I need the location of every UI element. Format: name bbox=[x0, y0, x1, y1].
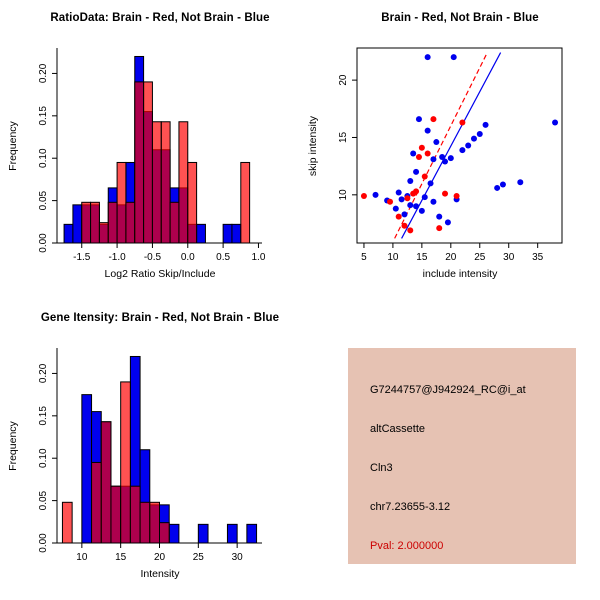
svg-text:0.15: 0.15 bbox=[38, 406, 49, 426]
svg-text:25: 25 bbox=[474, 252, 486, 263]
svg-text:0.20: 0.20 bbox=[38, 63, 49, 83]
intensity-scatter-ylabel: skip intensity bbox=[307, 115, 319, 177]
svg-text:15: 15 bbox=[416, 252, 428, 263]
svg-text:20: 20 bbox=[338, 74, 349, 86]
panel-intensity-scatter: Brain - Red, Not Brain - Blue 5 10 15 20 25 3… bbox=[300, 0, 600, 300]
svg-text:10: 10 bbox=[76, 552, 88, 563]
svg-text:10: 10 bbox=[387, 252, 399, 263]
info-gene-name: Cln3 bbox=[370, 462, 393, 474]
intensity-scatter-plot: 5 10 15 20 25 30 35 10 15 20 bbox=[300, 0, 600, 300]
svg-text:0.20: 0.20 bbox=[38, 363, 49, 383]
ratio-histogram-plot: -1.5 -1.0 -0.5 0.0 0.5 1.0 0.00 0.05 0.10 0.15 0.2… bbox=[0, 0, 300, 300]
info-pval: Pval: 2.000000 bbox=[370, 540, 444, 552]
intensity-scatter-title: Brain - Red, Not Brain - Blue bbox=[381, 12, 539, 24]
ratio-histogram-xlabel: Log2 Ratio Skip/Include bbox=[104, 268, 216, 280]
svg-text:35: 35 bbox=[532, 252, 544, 263]
info-chromosome-location: chr7.23655-3.12 bbox=[370, 501, 451, 513]
svg-text:0.10: 0.10 bbox=[38, 448, 49, 468]
svg-text:0.00: 0.00 bbox=[38, 533, 49, 553]
svg-text:0.5: 0.5 bbox=[216, 252, 230, 263]
svg-text:-0.5: -0.5 bbox=[144, 252, 162, 263]
info-probe-id: G7244757@J942924_RC@i_at bbox=[370, 384, 526, 396]
gene-histogram-xlabel: Intensity bbox=[140, 568, 180, 580]
svg-text:5: 5 bbox=[361, 252, 367, 263]
svg-text:10: 10 bbox=[338, 189, 349, 201]
svg-text:30: 30 bbox=[232, 552, 244, 563]
gene-histogram-ylabel: Frequency bbox=[7, 421, 19, 471]
svg-text:-1.0: -1.0 bbox=[108, 252, 126, 263]
gene-histogram-title: Gene Itensity: Brain - Red, Not Brain - … bbox=[40, 312, 280, 324]
svg-text:0.05: 0.05 bbox=[38, 490, 49, 510]
panel-gene-histogram: Gene Itensity: Brain - Red, Not Brain - … bbox=[0, 300, 300, 600]
svg-text:0.05: 0.05 bbox=[38, 190, 49, 210]
svg-text:0.00: 0.00 bbox=[38, 233, 49, 253]
svg-text:-1.5: -1.5 bbox=[73, 252, 91, 263]
panel-gene-info: G7244757@J942924_RC@i_at altCassette Cln… bbox=[300, 300, 600, 600]
svg-text:15: 15 bbox=[338, 131, 349, 143]
svg-text:30: 30 bbox=[503, 252, 515, 263]
panel-ratio-histogram: RatioData: Brain - Red, Not Brain - Blue… bbox=[0, 0, 300, 300]
ratio-histogram-title: RatioData: Brain - Red, Not Brain - Blue bbox=[50, 12, 270, 24]
svg-text:1.0: 1.0 bbox=[252, 252, 266, 263]
svg-text:25: 25 bbox=[193, 552, 205, 563]
svg-text:0.10: 0.10 bbox=[38, 148, 49, 168]
gene-histogram-plot: 10 15 20 25 30 0.00 0.05 0.10 0.15 0.20 bbox=[0, 300, 300, 600]
svg-text:20: 20 bbox=[445, 252, 457, 263]
svg-text:20: 20 bbox=[154, 552, 166, 563]
svg-text:0.15: 0.15 bbox=[38, 106, 49, 126]
svg-text:0.0: 0.0 bbox=[181, 252, 195, 263]
ratio-histogram-ylabel: Frequency bbox=[7, 121, 19, 171]
intensity-scatter-xlabel: include intensity bbox=[422, 268, 498, 280]
info-box: G7244757@J942924_RC@i_at altCassette Cln… bbox=[348, 348, 576, 564]
info-event-type: altCassette bbox=[370, 423, 426, 435]
svg-text:15: 15 bbox=[115, 552, 127, 563]
